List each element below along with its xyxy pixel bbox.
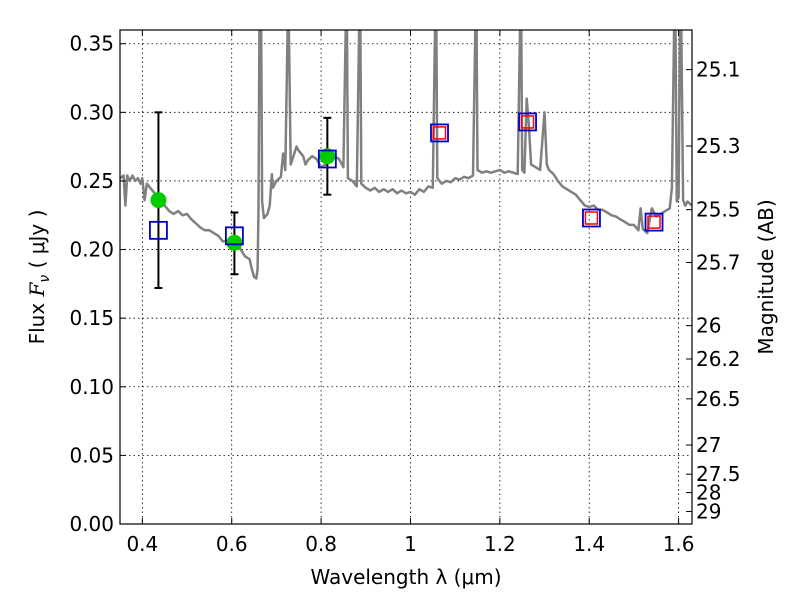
- y-tick-label: 0.30: [69, 100, 114, 124]
- y2-tick-label: 29: [696, 499, 721, 523]
- model-flux-square: [317, 149, 337, 169]
- y2-tick-label: 27: [696, 433, 721, 457]
- x-tick-label: 1.6: [663, 532, 695, 556]
- y2-tick-label: 25.3: [696, 134, 741, 158]
- y-tick-label: 0.05: [69, 443, 114, 467]
- y2-tick-label: 25.7: [696, 251, 741, 275]
- x-tick-label: 0.8: [305, 532, 337, 556]
- y-tick-label: 0.00: [69, 512, 114, 536]
- x-tick-label: 1.2: [484, 532, 516, 556]
- plot-area: [120, 30, 692, 280]
- upper-limit-square: [432, 126, 447, 140]
- observed-flux-point: [150, 192, 167, 209]
- y2-tick-label: 25.5: [696, 198, 741, 222]
- observed-flux-point: [319, 148, 336, 165]
- y-tick-label: 0.15: [69, 306, 114, 330]
- y-axis-label: Flux Fν ( μJy ): [25, 210, 53, 345]
- y-axis-label-pre: Flux: [25, 296, 49, 344]
- y2-tick-label: 27.5: [696, 462, 741, 486]
- ticks: 0.4 0.6 0.8 1 1.2 1.4 1.6 0.00 0.05 0.10 0.15 0.20 0…: [69, 30, 741, 556]
- model-flux-square: [518, 112, 537, 132]
- y-tick-label: 0.10: [69, 375, 114, 399]
- x-tick-label: 0.6: [216, 532, 248, 556]
- model-spectrum-line: [120, 30, 692, 280]
- model-flux-square: [149, 220, 168, 240]
- y-tick-label: 0.35: [69, 32, 114, 56]
- y2-tick-label: 26: [696, 314, 721, 338]
- model-flux-square: [582, 208, 601, 228]
- y-axis-label-symbol: F: [25, 281, 49, 297]
- upper-limit-square: [647, 215, 661, 229]
- model-flux-square: [224, 226, 244, 246]
- y2-tick-label: 26.2: [696, 347, 741, 371]
- y-axis-label-sub: ν: [37, 275, 53, 283]
- observed-flux-point: [226, 234, 243, 251]
- model-flux-square: [430, 123, 449, 143]
- y2-tick-label: 28: [696, 481, 721, 505]
- y2-axis-label: Magnitude (AB): [754, 199, 778, 354]
- x-tick-label: 1.4: [573, 532, 605, 556]
- x-tick-label: 1: [404, 532, 417, 556]
- y-tick-label: 0.25: [69, 169, 114, 193]
- grid: [120, 30, 692, 525]
- y-tick-label: 0.20: [69, 238, 114, 262]
- model-flux-square: [644, 212, 664, 232]
- upper-limit-square: [520, 115, 535, 129]
- x-axis-label: Wavelength λ (μm): [310, 565, 501, 589]
- markers: [149, 111, 664, 289]
- upper-limit-square: [584, 211, 599, 225]
- y2-tick-label: 26.5: [696, 387, 741, 411]
- x-tick-label: 0.4: [126, 532, 158, 556]
- y-axis-label-post: ( μJy ): [25, 210, 49, 275]
- y2-tick-label: 25.1: [696, 58, 741, 82]
- axes-frame: [119, 29, 693, 525]
